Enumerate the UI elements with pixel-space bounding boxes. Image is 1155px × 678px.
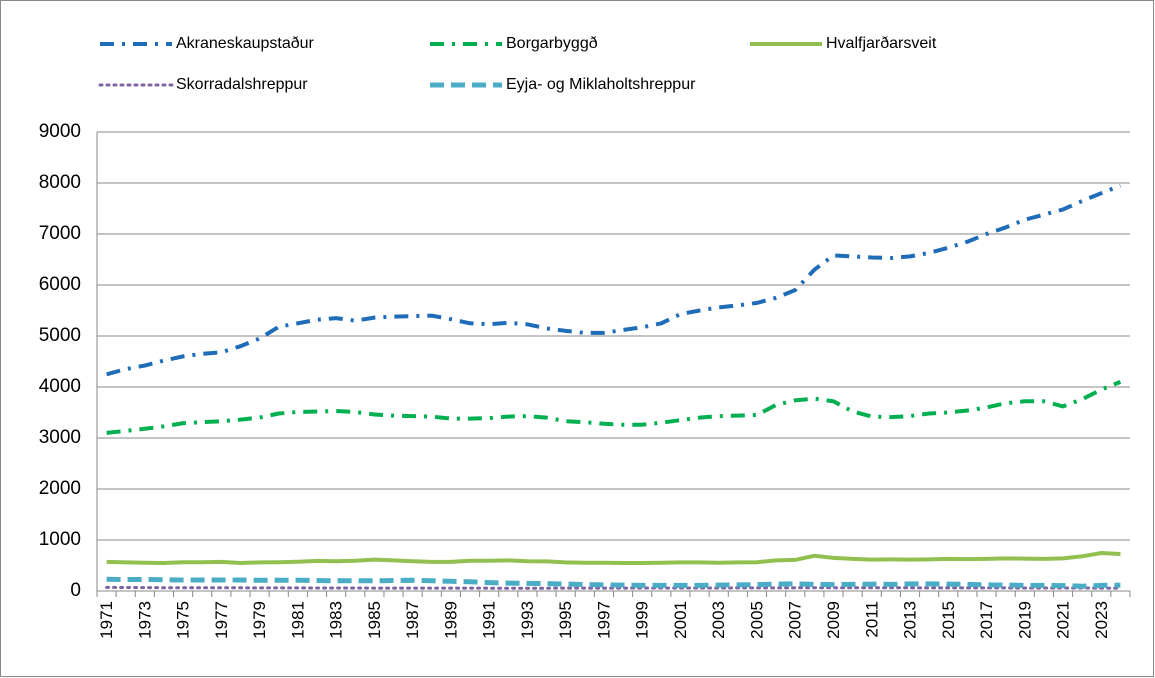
x-tick-label: 2013 xyxy=(901,601,920,639)
y-tick-label: 8000 xyxy=(39,172,81,193)
series-line xyxy=(106,380,1122,435)
x-tick-label: 1995 xyxy=(556,601,575,639)
series-line xyxy=(106,183,1122,377)
legend-label: Hvalfjarðarsveit xyxy=(826,35,937,52)
x-tick-label: 2011 xyxy=(862,601,881,638)
x-tick-label: 2005 xyxy=(747,601,766,639)
series-line xyxy=(105,585,1122,590)
x-tick-label: 2023 xyxy=(1092,601,1111,639)
series-line xyxy=(106,550,1121,566)
x-tick-label: 1981 xyxy=(288,601,307,639)
x-tick-label: 2007 xyxy=(786,601,805,639)
x-tick-label: 2021 xyxy=(1054,601,1073,639)
x-tick-label: 1989 xyxy=(441,601,460,639)
legend-label: Eyja- og Miklaholtshreppur xyxy=(506,76,696,93)
x-tick-label: 1973 xyxy=(135,601,154,639)
y-tick-label: 4000 xyxy=(39,376,81,397)
x-tick-label: 2009 xyxy=(824,601,843,639)
legend-label: Borgarbyggð xyxy=(506,35,598,52)
x-tick-label: 1993 xyxy=(518,601,537,639)
x-tick-label: 1987 xyxy=(403,601,422,639)
x-tick-label: 2017 xyxy=(977,601,996,639)
x-tick-label: 2019 xyxy=(1015,601,1034,639)
x-tick-label: 1985 xyxy=(365,601,384,639)
x-tick-label: 1999 xyxy=(633,601,652,639)
y-tick-label: 1000 xyxy=(39,529,81,550)
y-tick-label: 5000 xyxy=(39,325,81,346)
y-tick-label: 6000 xyxy=(39,274,81,295)
y-tick-label: 9000 xyxy=(39,121,81,142)
x-tick-label: 1997 xyxy=(594,601,613,639)
x-tick-label: 2015 xyxy=(939,601,958,639)
x-tick-label: 1979 xyxy=(250,601,269,639)
y-tick-label: 0 xyxy=(70,580,81,601)
x-tick-label: 1975 xyxy=(174,601,193,639)
x-tick-label: 1983 xyxy=(327,601,346,639)
legend-label: Akraneskaupstaður xyxy=(176,35,315,52)
x-tick-label: 1971 xyxy=(97,601,116,639)
x-tick-label: 1977 xyxy=(212,601,231,639)
y-tick-label: 7000 xyxy=(39,223,81,244)
y-tick-label: 3000 xyxy=(39,427,81,448)
x-tick-label: 2003 xyxy=(709,601,728,639)
x-tick-label: 1991 xyxy=(480,601,499,639)
y-tick-label: 2000 xyxy=(39,478,81,499)
series-line xyxy=(106,576,1121,589)
x-tick-label: 2001 xyxy=(671,601,690,639)
legend-label: Skorradalshreppur xyxy=(176,76,308,93)
